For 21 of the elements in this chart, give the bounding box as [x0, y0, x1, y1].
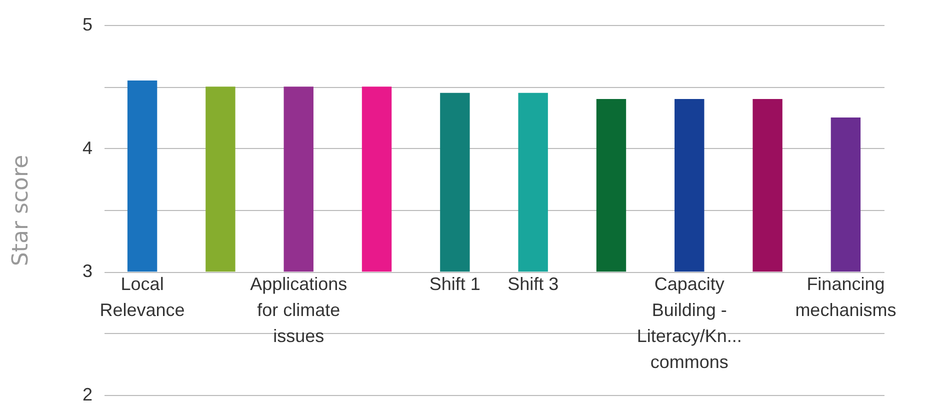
y-tick-label: 4	[82, 138, 92, 158]
bar	[596, 99, 626, 272]
y-tick-label: 2	[82, 384, 92, 404]
x-tick-label: Applications for climate issues	[250, 274, 348, 346]
y-axis-title: Star score	[8, 154, 34, 266]
bar	[674, 99, 704, 272]
bar	[440, 92, 470, 272]
x-tick-label: Shift 3	[508, 274, 559, 294]
bar	[362, 86, 392, 272]
x-tick-label: Local Relevance	[100, 274, 185, 320]
bar	[284, 86, 314, 272]
y-tick-label: 5	[82, 14, 92, 34]
bar	[518, 92, 548, 272]
bar	[752, 99, 782, 272]
bar	[830, 118, 861, 272]
bar	[206, 86, 236, 272]
x-tick-label: Capacity Building - Literacy/Kn... commons	[636, 274, 742, 372]
bar	[127, 80, 158, 272]
y-tick-label: 3	[82, 261, 92, 282]
x-tick-label: Financing mechanisms	[795, 274, 896, 320]
x-tick-label: Shift 1	[429, 274, 480, 294]
